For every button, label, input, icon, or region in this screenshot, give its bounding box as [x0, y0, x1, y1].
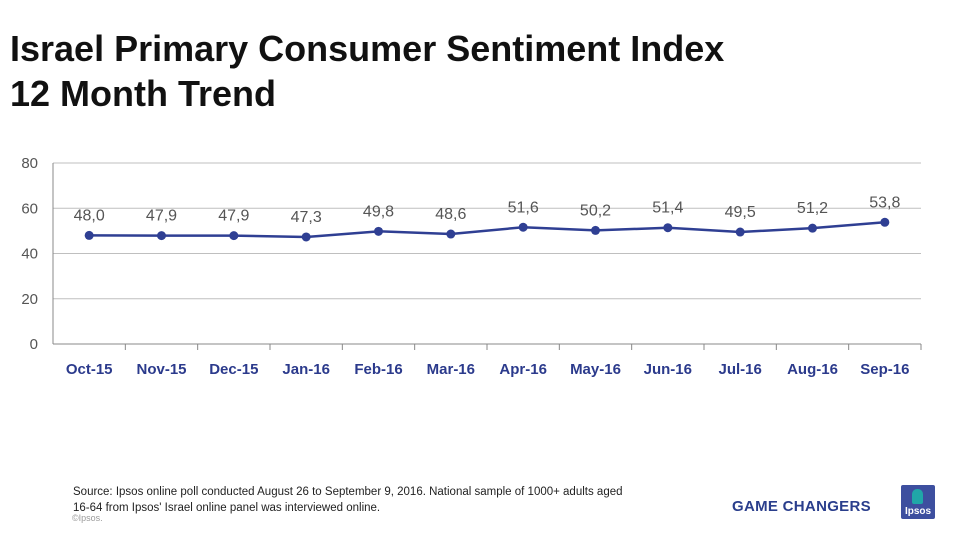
title-line-1: Israel Primary Consumer Sentiment Index — [10, 28, 725, 69]
x-tick-label: Dec-15 — [209, 361, 258, 378]
data-labels: 48,0 47,9 47,9 47,3 49,8 48,6 51,6 50,2 51,4 49,5… — [74, 194, 901, 226]
x-tick-label: Jul-16 — [718, 361, 761, 378]
y-axis-ticks: 0 20 40 60 80 — [21, 155, 38, 353]
data-point — [374, 226, 383, 236]
x-axis-ticks: Oct-15 Nov-15 Dec-15 Jan-16 Feb-16 Mar-16 Apr-… — [66, 361, 910, 378]
x-tick-label: May-16 — [570, 361, 621, 378]
series-line-layer — [89, 221, 885, 239]
x-tick-label: Nov-15 — [136, 361, 186, 378]
y-tick-label: 0 — [30, 336, 38, 353]
data-point — [880, 217, 890, 227]
data-label: 51,4 — [652, 200, 683, 217]
y-tick-label: 40 — [21, 246, 38, 263]
data-label: 49,8 — [363, 203, 394, 220]
x-tick-label: Apr-16 — [499, 361, 547, 378]
data-point — [84, 230, 94, 240]
x-tick-label: Aug-16 — [787, 361, 838, 378]
data-label: 50,2 — [580, 202, 611, 219]
line-chart: 0 20 40 60 80 Oct-15 Nov-15 Dec-15 Jan-16 Feb-16… — [21, 155, 922, 378]
y-tick-label: 20 — [21, 291, 38, 308]
data-label: 48,0 — [74, 207, 105, 224]
data-point — [591, 225, 600, 235]
data-label: 49,5 — [725, 204, 756, 221]
data-label: 51,6 — [508, 199, 539, 216]
series-points — [84, 217, 890, 242]
data-point — [735, 227, 745, 237]
game-changers-tagline: GAME CHANGERS — [732, 498, 871, 515]
data-point — [518, 222, 528, 232]
series-line — [89, 221, 885, 239]
x-tick-label: Sep-16 — [860, 361, 909, 378]
chart-title: Israel Primary Consumer Sentiment Index … — [10, 26, 724, 116]
x-tick-label: Mar-16 — [427, 361, 475, 378]
data-label: 47,9 — [218, 208, 249, 225]
data-label: 48,6 — [435, 206, 466, 223]
data-point — [157, 231, 166, 241]
ipsos-logo-text: Ipsos — [904, 506, 932, 517]
x-tick-label: Jan-16 — [282, 361, 330, 378]
ipsos-logo: Ipsos — [901, 485, 935, 519]
y-tick-label: 60 — [21, 200, 38, 217]
data-label: 53,8 — [869, 194, 900, 211]
data-label: 47,9 — [146, 208, 177, 225]
title-line-2: 12 Month Trend — [10, 73, 277, 114]
x-tick-label: Oct-15 — [66, 361, 113, 378]
data-point — [229, 231, 239, 241]
data-point — [808, 223, 817, 233]
data-point — [301, 232, 311, 242]
gridlines — [52, 162, 922, 350]
x-tick-label: Feb-16 — [354, 361, 402, 378]
data-point — [446, 229, 456, 239]
copyright: ©Ipsos. — [72, 513, 103, 523]
source-note: Source: Ipsos online poll conducted Augu… — [73, 486, 623, 514]
x-tick-label: Jun-16 — [644, 361, 692, 378]
y-tick-label: 80 — [21, 155, 38, 172]
data-label: 51,2 — [797, 200, 828, 217]
data-point — [663, 223, 673, 233]
data-label: 47,3 — [291, 209, 322, 226]
ipsos-logo-mark-icon — [912, 489, 923, 504]
